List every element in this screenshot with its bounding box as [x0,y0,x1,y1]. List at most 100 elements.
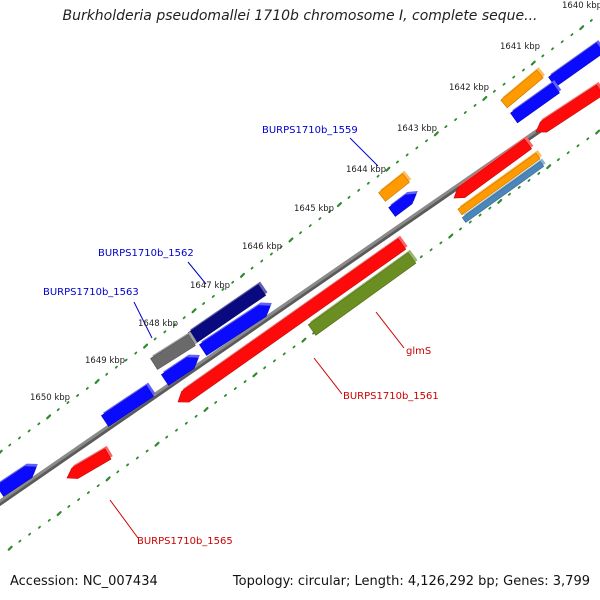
inner-tick-dot [263,366,267,370]
outer-tick-dot [191,308,197,314]
inner-tick-dot [301,337,307,343]
outer-tick-dot [357,188,361,192]
outer-tick-dot [143,343,149,349]
outer-tick-dot [66,401,70,405]
outer-tick-dot [202,302,206,305]
olive-feature-glmS[interactable] [307,249,418,336]
leader-line [313,357,343,395]
outer-tick-dot [482,95,488,101]
orange-feature-1641[interactable] [500,67,546,109]
outer-tick-dot [8,443,12,447]
blue-cds-1641b[interactable] [510,80,562,124]
inner-tick-dot [282,352,286,356]
leader-line [187,261,207,285]
tick-label: 1641 kbp [500,42,540,52]
leader-line [349,137,379,167]
inner-tick-dot [28,532,32,536]
outer-tick-dot [308,224,312,228]
outer-tick-dot [589,19,593,22]
inner-tick-dot [439,241,443,245]
tick-label: 1647 kbp [190,281,230,291]
inner-tick-dot [292,345,296,349]
inner-tick-dot [595,129,600,135]
orange-feature-1643[interactable] [457,150,542,216]
inner-tick-dot [165,435,169,439]
outer-tick-dot [279,245,283,249]
accession-text: Accession: NC_007434 [10,574,158,589]
tick-label: 1644 kbp [346,165,386,175]
blue-cds-1651-body [0,466,37,497]
outer-tick-dot [454,118,458,122]
outer-tick-dot [211,294,215,298]
gene-label[interactable]: BURPS1710b_1565 [137,536,233,547]
blue-cds-1648[interactable] [199,302,272,356]
outer-tick-dot [560,40,564,44]
red-cds-1643[interactable] [453,136,534,199]
blue-cds-1651[interactable] [0,463,38,497]
outer-tick-dot [288,237,294,243]
leader-line [133,301,153,339]
outer-tick-dot [17,436,21,440]
steel-feature-1643[interactable] [461,158,546,223]
inner-tick-dot [86,491,90,495]
inner-tick-dot [497,198,503,204]
inner-tick-dot [556,158,560,162]
blue-cds-1650[interactable] [100,382,156,427]
red-cds-1565[interactable] [66,445,113,479]
tick-label: 1646 kbp [242,242,282,252]
inner-tick-dot [478,213,482,217]
outer-tick-dot [512,75,516,79]
gene-label[interactable]: glmS [406,346,431,357]
tick-label: 1643 kbp [397,124,437,134]
gene-label[interactable]: BURPS1710b_1559 [262,125,358,136]
inner-tick-dot [507,192,511,196]
blue-cds-1649[interactable] [160,354,200,386]
tick-label: 1642 kbp [449,83,489,93]
inner-tick-dot [96,484,100,488]
tick-label-layer: 1640 kbp 1641 kbp 1642 kbp 1643 kbp 1644 kbp… [30,1,600,403]
inner-tick-dot [126,463,130,467]
gene-label-layer: BURPS1710b_1559 BURPS1710b_1562 BURPS1710b… [43,125,439,547]
orange-feature-1643-body [457,152,541,216]
tick-label: 1645 kbp [294,204,334,214]
inner-tick-dot [67,505,71,508]
outer-tick-dot [269,252,273,256]
outer-tick-dot [425,139,429,143]
outer-tick-dot [444,125,448,129]
inner-tick-dot [429,248,433,252]
outer-tick-dot [163,330,167,334]
blue-cds-1559[interactable] [388,191,418,217]
inner-tick-dot [272,359,276,363]
gray-cds-1563[interactable] [150,331,198,370]
blue-cds-1650-body [100,385,155,427]
map-title: Burkholderia pseudomallei 1710b chromoso… [62,8,538,24]
outer-tick-dot [579,25,585,31]
blue-cds-1641b-body [510,82,560,124]
tick-label: 1649 kbp [85,356,125,366]
red-cds-1641[interactable] [535,81,600,133]
outer-tick-dot [85,386,89,390]
gene-label[interactable]: BURPS1710b_1562 [98,248,194,259]
tick-label: 1650 kbp [30,393,70,403]
outer-tick-dot [299,231,303,235]
blue-cds-1640[interactable] [548,40,600,88]
outer-tick-dot [124,358,128,362]
outer-tick-dot [415,146,419,150]
blue-cds-1559-body [388,193,417,217]
orange-feature-1644[interactable] [378,170,412,202]
outer-tick-dot [56,408,60,412]
outer-tick-dot [173,323,177,327]
outer-tick-dot [37,422,41,426]
inner-tick-dot [419,255,423,259]
outer-tick-dot [46,414,52,420]
outer-tick-dot [366,181,370,185]
inner-tick-dot [566,151,570,155]
feature-layer [0,40,600,497]
gene-label[interactable]: BURPS1710b_1561 [343,391,439,402]
inner-tick-dot [135,456,139,460]
inner-tick-dot [18,539,22,543]
gene-label[interactable]: BURPS1710b_1563 [43,287,139,298]
blue-cds-1648-body [199,305,271,356]
red-cds-1561[interactable] [177,235,408,403]
